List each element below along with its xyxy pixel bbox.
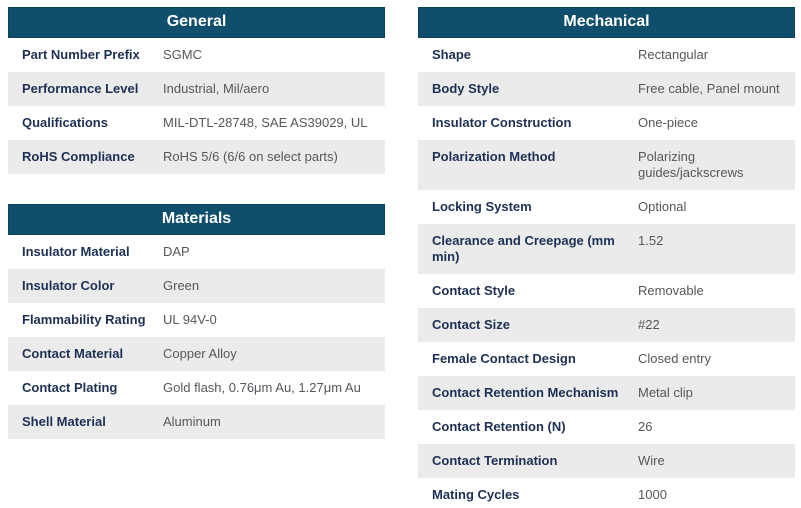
row-label: Contact Termination	[432, 453, 558, 468]
row-label: Female Contact Design	[432, 351, 576, 366]
row-value: SGMC	[163, 47, 202, 62]
table-title-general: General	[8, 7, 385, 38]
row-value: 1.52	[638, 233, 664, 248]
right-column: Mechanical Shape Rectangular Body Style …	[418, 7, 795, 508]
row-value: Gold flash, 0.76μm Au, 1.27μm Au	[163, 380, 361, 395]
row-label: Insulator Material	[22, 244, 130, 259]
row-value: RoHS 5/6 (6/6 on select parts)	[163, 149, 338, 164]
row-value: UL 94V-0	[163, 312, 217, 327]
table-row: Mating Cycles 1000	[418, 478, 795, 508]
table-row: Clearance and Creepage (mm min) 1.52	[418, 224, 795, 274]
row-label: Body Style	[432, 81, 500, 96]
row-label: Contact Material	[22, 346, 124, 361]
row-label: Insulator Color	[22, 278, 115, 293]
row-label: Part Number Prefix	[22, 47, 140, 62]
row-value: #22	[638, 317, 660, 332]
row-label: Flammability Rating	[22, 312, 146, 327]
row-value: 1000	[638, 487, 667, 502]
table-row: Female Contact Design Closed entry	[418, 342, 795, 376]
row-label: Contact Plating	[22, 380, 118, 395]
table-title-materials: Materials	[8, 204, 385, 235]
row-label: Contact Size	[432, 317, 511, 332]
row-value: One-piece	[638, 115, 698, 130]
row-value: Removable	[638, 283, 704, 298]
row-value: Aluminum	[163, 414, 221, 429]
row-value: Green	[163, 278, 200, 293]
row-label: Insulator Construction	[432, 115, 572, 130]
table-row: Contact Termination Wire	[418, 444, 795, 478]
table-row: Qualifications MIL-DTL-28748, SAE AS3902…	[8, 106, 385, 140]
spec-table-general: General Part Number Prefix SGMC Performa…	[8, 7, 385, 174]
table-row: RoHS Compliance RoHS 5/6 (6/6 on select …	[8, 140, 385, 174]
left-column: General Part Number Prefix SGMC Performa…	[8, 7, 385, 508]
row-value: MIL-DTL-28748, SAE AS39029, UL	[163, 115, 368, 130]
row-value: Closed entry	[638, 351, 711, 366]
row-label: Contact Style	[432, 283, 516, 298]
row-value: Copper Alloy	[163, 346, 237, 361]
row-label: Shell Material	[22, 414, 106, 429]
table-row: Insulator Color Green	[8, 269, 385, 303]
row-value: Free cable, Panel mount	[638, 81, 780, 96]
row-value: Wire	[638, 453, 665, 468]
row-value: Rectangular	[638, 47, 709, 62]
table-row: Insulator Material DAP	[8, 235, 385, 269]
row-label: Contact Retention Mechanism	[432, 385, 619, 400]
spec-table-materials: Materials Insulator Material DAP Insulat…	[8, 204, 385, 439]
row-value: Optional	[638, 199, 687, 214]
table-row: Contact Style Removable	[418, 274, 795, 308]
table-row: Contact Retention Mechanism Metal clip	[418, 376, 795, 410]
spec-table-mechanical: Mechanical Shape Rectangular Body Style …	[418, 7, 795, 508]
table-row: Insulator Construction One-piece	[418, 106, 795, 140]
row-value: Metal clip	[638, 385, 693, 400]
table-body-materials: Insulator Material DAP Insulator Color G…	[8, 235, 385, 439]
row-value: DAP	[163, 244, 190, 259]
table-title-mechanical: Mechanical	[418, 7, 795, 38]
table-row: Performance Level Industrial, Mil/aero	[8, 72, 385, 106]
table-row: Part Number Prefix SGMC	[8, 38, 385, 72]
row-label: Qualifications	[22, 115, 108, 130]
row-label: Mating Cycles	[432, 487, 520, 502]
row-value: 26	[638, 419, 653, 434]
row-label: Performance Level	[22, 81, 139, 96]
row-value: Industrial, Mil/aero	[163, 81, 270, 96]
table-row: Contact Retention (N) 26	[418, 410, 795, 444]
row-value: Polarizing guides/jackscrews	[638, 149, 744, 180]
row-label: Shape	[432, 47, 472, 62]
table-row: Contact Material Copper Alloy	[8, 337, 385, 371]
table-row: Body Style Free cable, Panel mount	[418, 72, 795, 106]
table-row: Polarization Method Polarizing guides/ja…	[418, 140, 795, 190]
row-label: RoHS Compliance	[22, 149, 135, 164]
table-row: Contact Plating Gold flash, 0.76μm Au, 1…	[8, 371, 385, 405]
table-row: Shape Rectangular	[418, 38, 795, 72]
table-row: Locking System Optional	[418, 190, 795, 224]
row-label: Contact Retention (N)	[432, 419, 566, 434]
table-row: Shell Material Aluminum	[8, 405, 385, 439]
table-row: Contact Size #22	[418, 308, 795, 342]
row-label: Locking System	[432, 199, 532, 214]
table-row: Flammability Rating UL 94V-0	[8, 303, 385, 337]
row-label: Clearance and Creepage (mm min)	[432, 233, 615, 264]
row-label: Polarization Method	[432, 149, 556, 164]
table-body-mechanical: Shape Rectangular Body Style Free cable,…	[418, 38, 795, 508]
table-body-general: Part Number Prefix SGMC Performance Leve…	[8, 38, 385, 174]
